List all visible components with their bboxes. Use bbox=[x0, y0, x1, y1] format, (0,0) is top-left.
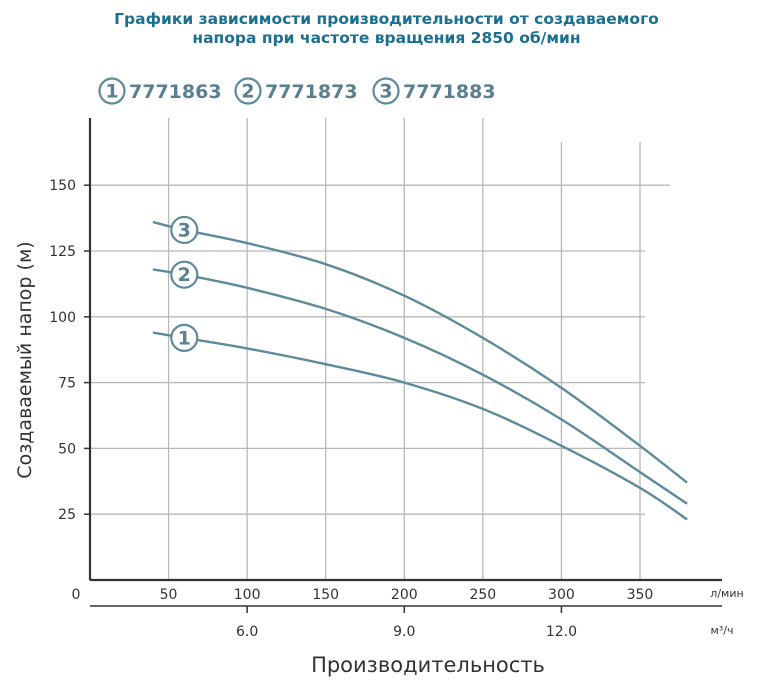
legend-label: 7771863 bbox=[129, 81, 222, 103]
x-tick-label: 150 bbox=[312, 587, 339, 603]
series-marker-label: 1 bbox=[178, 327, 191, 349]
legend-item-2: 2 7771873 bbox=[234, 77, 358, 105]
x-secondary-tick-label: 6.0 bbox=[236, 624, 258, 640]
series-marker-circle bbox=[170, 323, 199, 352]
legend-label: 7771873 bbox=[265, 81, 358, 103]
legend-marker-circle bbox=[372, 77, 400, 105]
y-tick-label: 25 bbox=[58, 507, 76, 523]
chart-title-line-1: Графики зависимости производительности о… bbox=[114, 10, 659, 28]
legend-item-1: 1 7771863 bbox=[98, 77, 222, 105]
y-tick-label: 150 bbox=[49, 178, 76, 194]
legend: 1 7771863 2 7771873 3 7771883 bbox=[98, 77, 496, 105]
series-marker-label: 2 bbox=[178, 264, 191, 286]
series-lines: 1 2 3 bbox=[152, 215, 688, 521]
legend-marker-label: 1 bbox=[105, 81, 118, 103]
x-secondary-tick-label: 12.0 bbox=[546, 624, 577, 640]
legend-item-3: 3 7771883 bbox=[372, 77, 496, 105]
series-line-1 bbox=[152, 331, 688, 521]
legend-marker-circle bbox=[98, 77, 126, 105]
axes bbox=[84, 118, 722, 613]
series-marker-circle bbox=[170, 260, 199, 289]
series-marker-2: 2 bbox=[170, 260, 199, 289]
chart-title-line-2: напора при частоте вращения 2850 об/мин bbox=[192, 29, 581, 47]
y-axis-title: Создаваемый напор (м) bbox=[14, 241, 36, 478]
legend-marker-label: 3 bbox=[379, 81, 392, 103]
x-origin-label: 0 bbox=[72, 587, 81, 603]
series-marker-circle bbox=[170, 215, 199, 245]
series-line-3 bbox=[152, 220, 688, 484]
chart-title: Графики зависимости производительности о… bbox=[0, 10, 773, 48]
series-marker-label: 3 bbox=[178, 219, 191, 241]
x-tick-label: 200 bbox=[391, 587, 418, 603]
series-marker-1: 1 bbox=[170, 323, 199, 352]
grid bbox=[90, 118, 670, 580]
y-tick-label: 75 bbox=[58, 376, 76, 392]
legend-label: 7771883 bbox=[403, 81, 496, 103]
x-axis-title: Производительность bbox=[311, 653, 545, 677]
series-line-2 bbox=[152, 268, 688, 505]
y-tick-label: 50 bbox=[58, 441, 76, 457]
y-tick-label: 125 bbox=[49, 244, 76, 260]
legend-marker-circle bbox=[234, 77, 262, 105]
tick-labels: 25 50 75 100 125 150 0 50 100 150 200 250 300 350 л/ми… bbox=[14, 178, 744, 677]
x-tick-label: 100 bbox=[234, 587, 261, 603]
x-unit-primary: л/мин bbox=[710, 587, 743, 600]
x-tick-label: 350 bbox=[627, 587, 654, 603]
series-marker-3: 3 bbox=[170, 215, 199, 245]
x-secondary-tick-label: 9.0 bbox=[393, 624, 415, 640]
y-tick-label: 100 bbox=[49, 310, 76, 326]
legend-marker-label: 2 bbox=[241, 81, 254, 103]
x-tick-label: 300 bbox=[548, 587, 575, 603]
x-tick-label: 250 bbox=[469, 587, 496, 603]
x-tick-label: 50 bbox=[160, 587, 178, 603]
x-unit-secondary: м³/ч bbox=[711, 624, 734, 637]
